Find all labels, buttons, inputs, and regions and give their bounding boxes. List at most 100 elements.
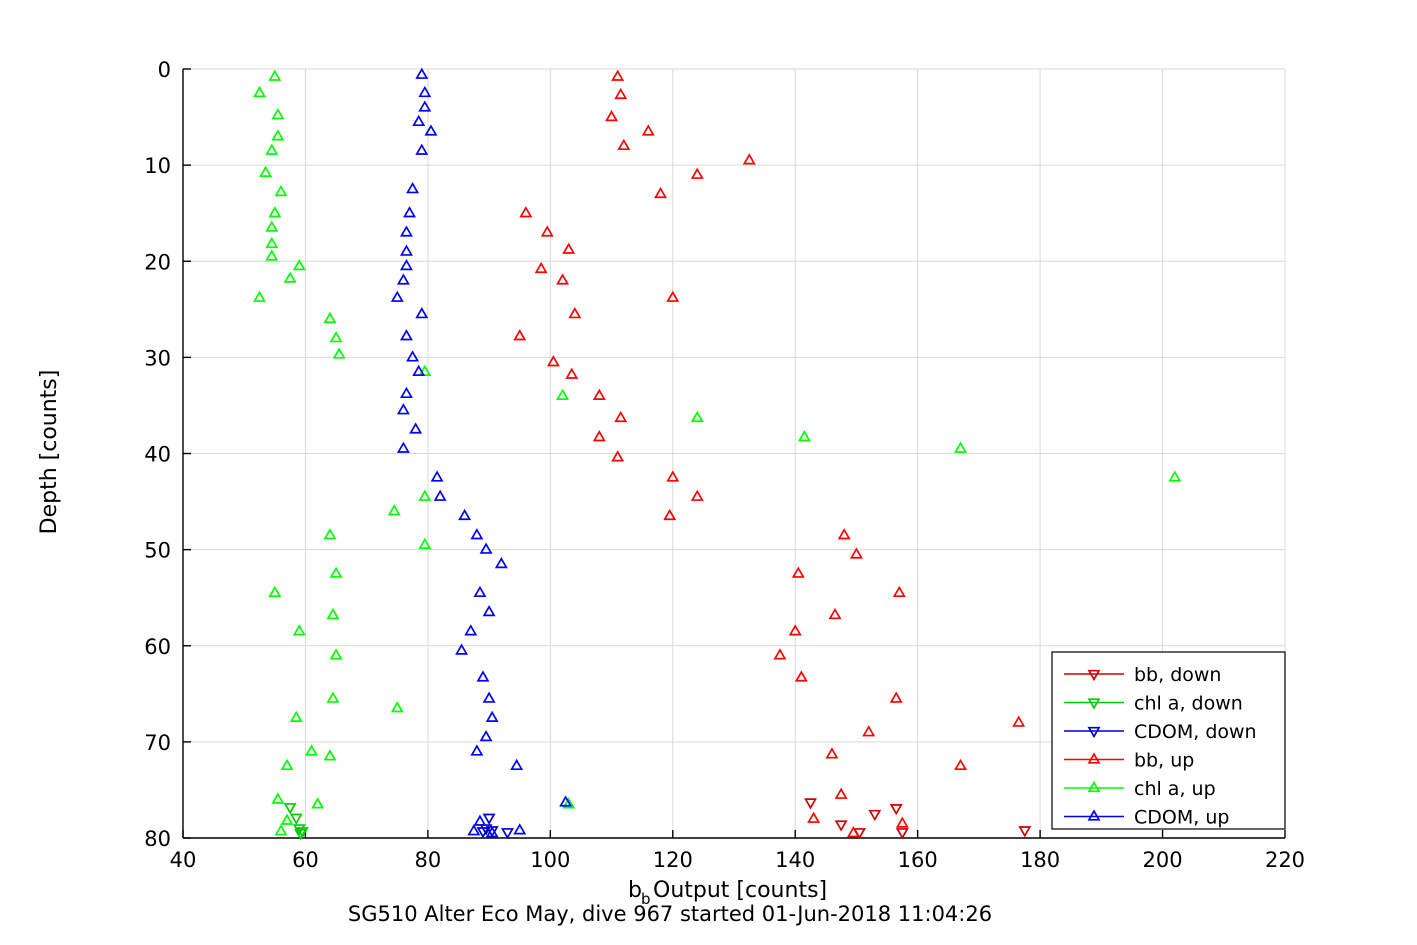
legend-item-label: chl a, up — [1134, 778, 1216, 800]
legend-marker-sample — [1087, 669, 1101, 682]
legend-item-chl-a-up[interactable]: chl a, up — [1064, 778, 1216, 800]
legend-item-label: CDOM, down — [1134, 721, 1257, 743]
x-tick-label: 160 — [898, 848, 938, 872]
data-point-marker — [611, 69, 625, 81]
data-point-marker — [259, 165, 273, 177]
data-point-marker — [954, 441, 967, 453]
data-point-marker — [794, 670, 808, 682]
data-point-marker — [265, 143, 279, 155]
x-tick-label: 140 — [775, 848, 815, 872]
legend-item-bb-down[interactable]: bb, down — [1064, 664, 1221, 686]
data-point-marker — [534, 261, 548, 274]
figure-caption: SG510 Alter Eco May, dive 967 started 01… — [348, 902, 992, 926]
data-point-marker — [418, 489, 432, 501]
legend[interactable]: bb, down chl a, down CDOM, down bb, up chl a… — [1051, 651, 1286, 830]
series-chl-a-up — [253, 69, 1182, 836]
data-point-marker — [788, 624, 802, 636]
data-point-marker — [387, 504, 401, 516]
x-tick-label: 40 — [170, 848, 197, 872]
data-point-marker — [271, 108, 285, 120]
data-point-marker — [289, 710, 303, 722]
data-point-marker — [889, 691, 903, 703]
data-point-marker — [825, 747, 839, 759]
data-point-marker — [274, 824, 288, 836]
data-point-marker — [476, 670, 490, 682]
x-tick-label: 100 — [530, 848, 570, 872]
data-point-marker — [292, 258, 306, 271]
data-point-marker — [565, 367, 579, 379]
data-point-marker — [562, 242, 576, 254]
data-point-marker — [399, 386, 413, 399]
y-axis-title-text: Depth [counts] — [37, 370, 62, 535]
data-point-marker — [326, 691, 340, 703]
data-point-marker — [458, 508, 472, 521]
data-point-marker — [464, 624, 478, 636]
legend-item-chl-a-down[interactable]: chl a, down — [1064, 693, 1243, 715]
y-tick-label: 10 — [144, 154, 171, 178]
legend-item-cdom-up[interactable]: CDOM, up — [1064, 807, 1229, 829]
data-point-marker — [265, 220, 279, 232]
legend-item-bb-up[interactable]: bb, up — [1064, 750, 1194, 772]
data-point-marker — [418, 85, 432, 98]
data-point-marker — [556, 273, 570, 285]
data-point-marker — [501, 828, 514, 840]
data-point-marker — [510, 758, 524, 771]
data-point-marker — [868, 809, 882, 822]
data-point-marker — [470, 528, 484, 540]
data-point-marker — [742, 153, 756, 165]
data-point-marker — [666, 290, 680, 302]
data-point-marker — [494, 556, 508, 569]
data-point-marker — [895, 816, 909, 828]
series-bb-down — [804, 798, 1032, 840]
data-point-marker — [323, 749, 337, 761]
data-point-marker — [265, 236, 279, 249]
legend-marker-sample — [1087, 809, 1101, 821]
data-point-marker — [690, 410, 704, 423]
data-point-marker — [641, 124, 655, 136]
x-tick-label: 120 — [653, 848, 693, 872]
data-point-marker — [253, 85, 266, 98]
data-point-marker — [329, 648, 343, 660]
data-point-marker — [311, 797, 325, 809]
x-tick-label: 80 — [415, 848, 442, 872]
tick-labels: 40 60 80 100 120 140 160 180 200 220 0 10 20 30 40 50 60… — [144, 58, 1305, 872]
data-point-marker — [430, 470, 444, 482]
legend-marker-sample — [1087, 780, 1101, 793]
data-point-marker — [592, 430, 606, 442]
data-point-marker — [418, 364, 432, 376]
y-tick-label: 60 — [144, 635, 171, 659]
x-tick-label: 180 — [1020, 848, 1060, 872]
legend-item-cdom-down[interactable]: CDOM, down — [1064, 721, 1257, 743]
data-point-marker — [556, 388, 570, 400]
series-bb-up — [513, 69, 1026, 838]
data-point-marker — [513, 329, 527, 341]
data-point-marker — [305, 744, 319, 756]
data-point-marker — [519, 206, 533, 218]
data-point-marker — [605, 109, 619, 122]
data-point-marker — [663, 508, 677, 521]
gridlines — [183, 69, 1285, 838]
legend-item-label: bb, down — [1134, 664, 1221, 686]
x-axis-title-main: Output [counts] — [653, 878, 827, 903]
data-point-marker — [283, 271, 297, 283]
data-point-marker — [396, 441, 410, 453]
data-point-marker — [485, 710, 499, 722]
data-point-marker — [412, 364, 426, 376]
data-point-marker — [470, 744, 484, 756]
data-point-marker — [332, 347, 346, 359]
data-point-marker — [399, 258, 413, 271]
y-tick-label: 80 — [144, 827, 171, 851]
data-point-marker — [406, 350, 420, 362]
data-point-marker — [614, 410, 628, 423]
x-tick-label: 220 — [1265, 848, 1305, 872]
data-point-marker — [424, 124, 438, 136]
data-point-marker — [390, 290, 404, 302]
data-point-marker — [415, 143, 429, 155]
legend-item-label: bb, up — [1134, 750, 1194, 772]
data-point-marker — [323, 311, 337, 324]
y-tick-label: 0 — [158, 58, 171, 82]
data-point-marker — [415, 67, 429, 79]
data-point-marker — [399, 329, 413, 341]
